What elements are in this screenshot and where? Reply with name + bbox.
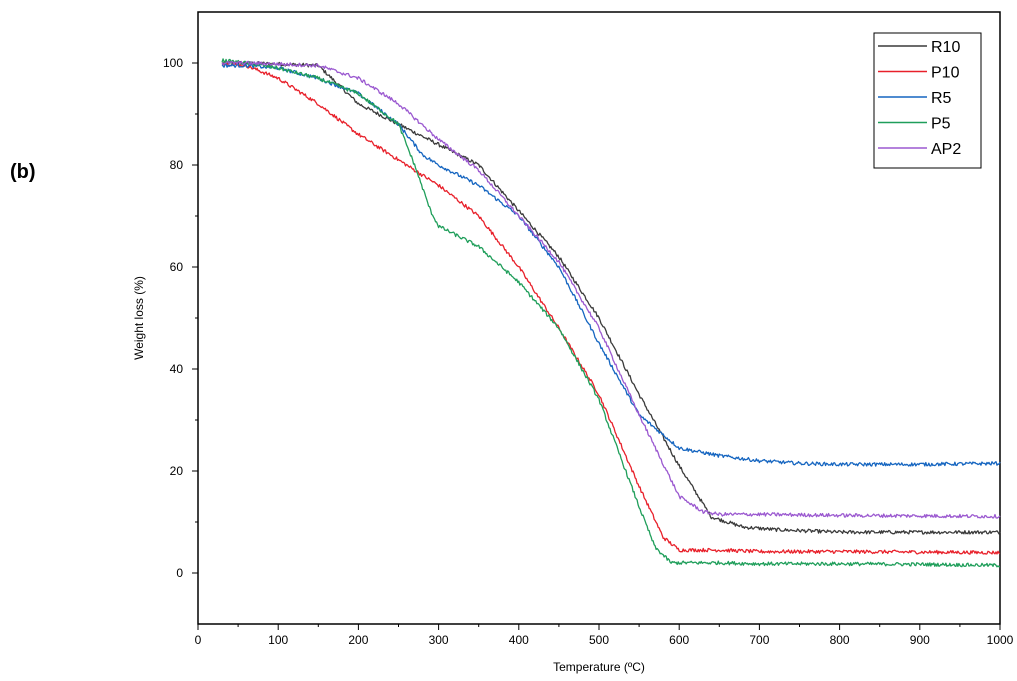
x-tick-label: 200 xyxy=(348,633,368,647)
x-tick-label: 400 xyxy=(509,633,529,647)
x-tick-label: 0 xyxy=(195,633,202,647)
x-tick-label: 700 xyxy=(749,633,769,647)
x-tick-label: 600 xyxy=(669,633,689,647)
x-tick-label: 900 xyxy=(910,633,930,647)
legend-label-p5: P5 xyxy=(931,116,951,133)
panel-label: (b) xyxy=(10,161,36,183)
y-tick-label: 100 xyxy=(163,56,183,70)
series-line-ap2 xyxy=(221,60,1001,519)
y-tick-label: 60 xyxy=(170,260,184,274)
series-line-r10 xyxy=(221,60,1001,535)
x-tick-label: 500 xyxy=(589,633,609,647)
legend-label-r10: R10 xyxy=(931,39,960,56)
legend: R10 P10 R5 P5 AP2 xyxy=(873,32,982,169)
y-axis: 0 20 40 60 80 100 xyxy=(163,56,198,580)
x-tick-label: 100 xyxy=(268,633,288,647)
series-line-p5 xyxy=(221,58,1001,568)
y-axis-label: Weight loss (%) xyxy=(132,276,146,360)
series-line-p10 xyxy=(221,62,1001,555)
series-layer xyxy=(221,58,1001,568)
x-tick-label: 1000 xyxy=(987,633,1014,647)
x-axis: 0 100 200 300 400 500 600 700 800 900 1000 xyxy=(195,624,1014,647)
y-tick-label: 40 xyxy=(170,362,184,376)
x-axis-label: Temperature (ºC) xyxy=(553,660,645,674)
legend-box xyxy=(873,32,982,169)
legend-label-ap2: AP2 xyxy=(931,141,961,158)
y-tick-label: 80 xyxy=(170,158,184,172)
legend-label-p10: P10 xyxy=(931,65,960,82)
legend-label-r5: R5 xyxy=(931,90,952,107)
x-tick-label: 300 xyxy=(429,633,449,647)
x-tick-label: 800 xyxy=(830,633,850,647)
y-tick-label: 0 xyxy=(176,566,183,580)
y-tick-label: 20 xyxy=(170,464,184,478)
